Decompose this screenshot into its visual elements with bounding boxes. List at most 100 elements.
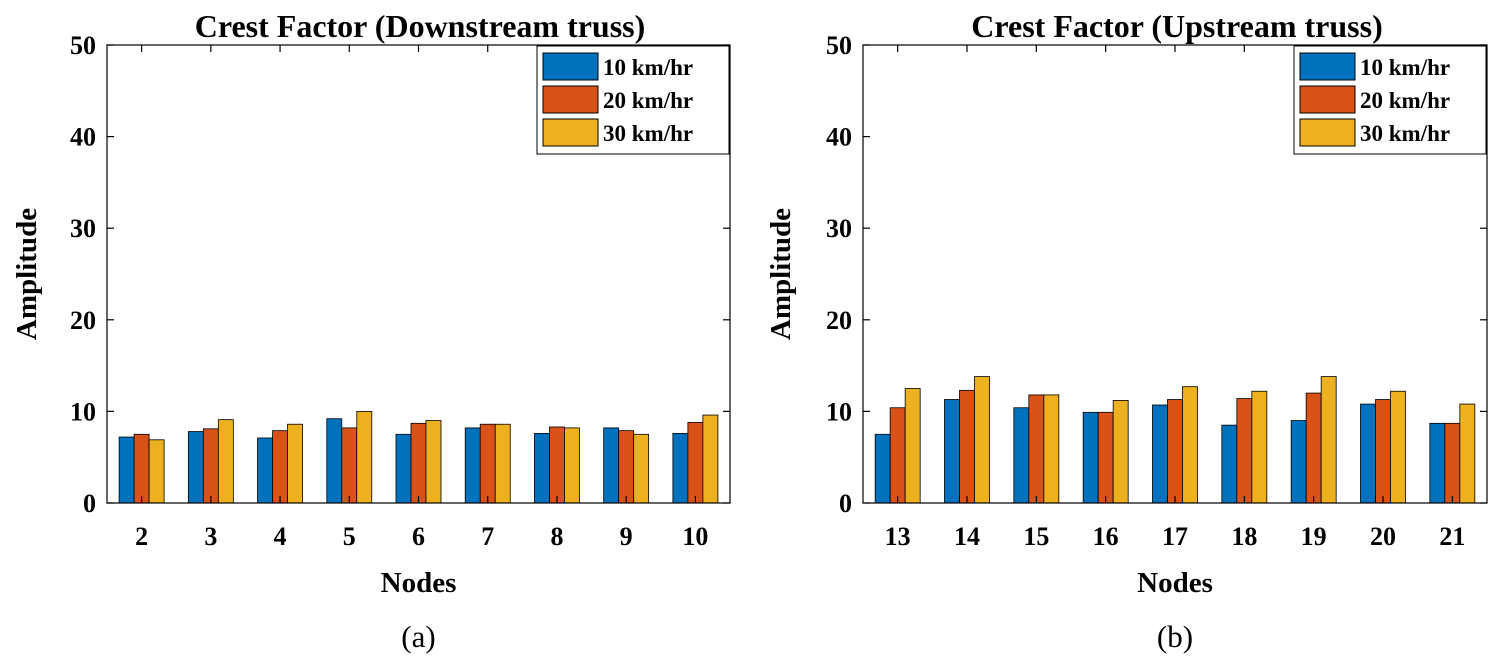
bar-30-km-hr-node-5 (356, 410, 373, 504)
y-tick-label: 30 (826, 214, 852, 243)
x-tick-label: 2 (135, 522, 148, 551)
x-tick-label: 6 (412, 522, 425, 551)
y-tick-label: 0 (839, 489, 852, 518)
x-tick-label: 13 (885, 522, 911, 551)
bar-30-km-hr-node-15 (1043, 394, 1060, 504)
x-tick-label: 15 (1023, 522, 1049, 551)
panel-caption: (b) (1157, 619, 1193, 654)
bar-30-km-hr-node-4 (287, 423, 303, 504)
y-tick-label: 40 (70, 123, 96, 152)
bar-10-km-hr-node-2 (118, 436, 135, 504)
bar-20-km-hr-node-10 (687, 421, 704, 504)
bar-20-km-hr-node-16 (1097, 411, 1114, 504)
y-tick-label: 10 (826, 397, 852, 426)
legend-swatch (542, 118, 599, 147)
bar-30-km-hr-node-6 (425, 420, 442, 504)
legend-entry: 30 km/hr (603, 121, 693, 146)
bar-30-km-hr-node-16 (1112, 400, 1129, 504)
legend: 10 km/hr 20 km/hr 30 km/hr (536, 45, 730, 155)
legend-swatch (1299, 85, 1356, 114)
y-tick-label: 20 (826, 306, 852, 335)
bar-20-km-hr-node-21 (1444, 422, 1461, 504)
bar-10-km-hr-node-7 (464, 427, 481, 504)
bar-20-km-hr-node-18 (1236, 398, 1253, 504)
bar-10-km-hr-node-10 (672, 432, 689, 504)
y-tick-label: 0 (83, 489, 96, 518)
y-axis-label: Amplitude (11, 208, 43, 340)
chart-title: Crest Factor (Upstream truss) (971, 8, 1382, 44)
y-tick-label: 10 (70, 397, 96, 426)
panel-downstream-truss: Crest Factor (Downstream truss) 0 10 20 30 40… (11, 8, 731, 654)
bar-10-km-hr-node-21 (1429, 422, 1446, 504)
bar-20-km-hr-node-7 (479, 423, 496, 504)
x-tick-label: 16 (1093, 522, 1119, 551)
legend-entry: 10 km/hr (603, 55, 693, 80)
x-tick-label: 20 (1370, 522, 1396, 551)
bar-10-km-hr-node-15 (1013, 407, 1030, 504)
bar-20-km-hr-node-13 (889, 407, 906, 504)
y-tick-label: 40 (826, 123, 852, 152)
legend-swatch (542, 52, 599, 81)
bar-10-km-hr-node-19 (1290, 420, 1307, 504)
bar-30-km-hr-node-19 (1320, 376, 1337, 504)
bar-10-km-hr-node-13 (874, 433, 891, 504)
x-tick-label: 5 (343, 522, 356, 551)
bar-10-km-hr-node-14 (944, 399, 960, 504)
bar-10-km-hr-node-6 (395, 433, 412, 504)
bar-20-km-hr-node-5 (341, 427, 358, 504)
bar-10-km-hr-node-4 (257, 437, 273, 504)
bar-30-km-hr-node-21 (1459, 403, 1476, 504)
x-tick-label: 17 (1162, 522, 1188, 551)
bar-20-km-hr-node-14 (959, 389, 975, 504)
panel-upstream-truss: Crest Factor (Upstream truss) 0 10 20 30 40 50… (765, 8, 1488, 654)
legend-entry: 20 km/hr (1360, 88, 1450, 113)
x-tick-label: 8 (550, 522, 563, 551)
bar-10-km-hr-node-9 (603, 427, 620, 504)
legend-entry: 10 km/hr (1360, 55, 1450, 80)
bar-30-km-hr-node-18 (1251, 390, 1268, 504)
bar-20-km-hr-node-17 (1167, 399, 1183, 504)
bar-10-km-hr-node-3 (187, 431, 204, 504)
x-tick-label: 14 (954, 522, 980, 551)
panel-caption: (a) (401, 619, 435, 654)
bar-20-km-hr-node-20 (1375, 399, 1391, 504)
y-axis-label: Amplitude (765, 208, 797, 340)
bar-10-km-hr-node-5 (326, 418, 343, 504)
y-tick-label: 30 (70, 214, 96, 243)
x-tick-label: 7 (481, 522, 494, 551)
bar-10-km-hr-node-8 (534, 432, 550, 504)
x-tick-label: 18 (1231, 522, 1257, 551)
bar-30-km-hr-node-8 (564, 427, 580, 504)
legend-swatch (1299, 52, 1356, 81)
bar-20-km-hr-node-3 (202, 428, 219, 504)
bar-30-km-hr-node-20 (1390, 390, 1406, 504)
x-tick-label: 3 (204, 522, 217, 551)
legend-entry: 20 km/hr (603, 88, 693, 113)
bar-30-km-hr-node-3 (217, 419, 234, 504)
bar-10-km-hr-node-17 (1152, 404, 1168, 504)
x-tick-label: 21 (1439, 522, 1465, 551)
bar-30-km-hr-node-13 (904, 388, 921, 504)
bar-10-km-hr-node-16 (1082, 411, 1099, 504)
x-tick-label: 4 (274, 522, 287, 551)
x-tick-label: 10 (682, 522, 708, 551)
x-axis-label: Nodes (1137, 567, 1213, 599)
bar-30-km-hr-node-17 (1182, 386, 1198, 504)
bar-20-km-hr-node-2 (133, 433, 150, 504)
bar-30-km-hr-node-14 (974, 376, 990, 504)
bar-20-km-hr-node-4 (272, 430, 288, 504)
x-tick-label: 19 (1301, 522, 1327, 551)
bar-20-km-hr-node-15 (1028, 394, 1045, 504)
bar-20-km-hr-node-9 (618, 430, 635, 504)
y-tick-label: 50 (70, 31, 96, 60)
legend-swatch (1299, 118, 1356, 147)
x-axis-label: Nodes (381, 567, 457, 599)
bar-30-km-hr-node-7 (494, 423, 511, 504)
bar-10-km-hr-node-18 (1221, 424, 1238, 504)
bar-30-km-hr-node-10 (702, 414, 719, 504)
legend-swatch (542, 85, 599, 114)
bar-30-km-hr-node-2 (148, 439, 165, 504)
bar-20-km-hr-node-6 (410, 422, 427, 504)
y-tick-label: 50 (826, 31, 852, 60)
